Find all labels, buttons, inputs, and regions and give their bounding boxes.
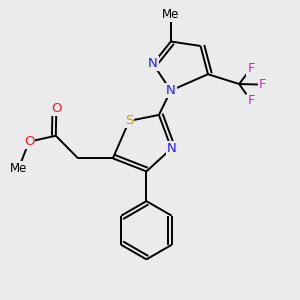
Text: F: F [247,62,255,75]
Text: F: F [259,78,266,91]
Text: N: N [148,57,158,70]
Text: Me: Me [10,162,27,175]
Text: Me: Me [162,8,179,21]
Text: S: S [125,114,134,128]
Text: O: O [51,102,62,115]
Text: N: N [167,142,176,155]
Text: F: F [247,94,255,107]
Text: O: O [24,135,34,148]
Text: N: N [166,84,176,97]
